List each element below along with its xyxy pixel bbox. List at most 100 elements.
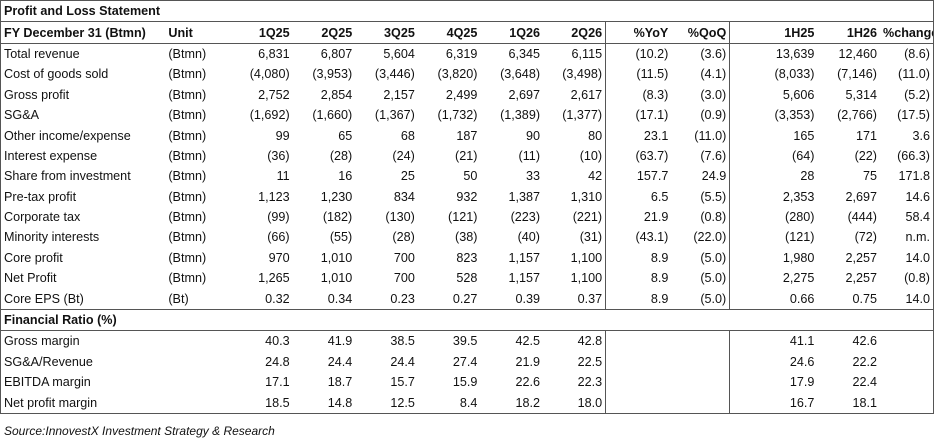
row-value: 932 [456,189,478,204]
row-value: 1,387 [508,189,541,204]
ratio-value: 18.5 [265,395,290,410]
row-value: 1,100 [570,271,603,286]
row-value: 2,257 [845,271,877,286]
row-value: (1,377) [562,108,603,123]
row-value: (11.0) [898,67,930,82]
table-title-row: Profit and Loss Statement [0,0,934,23]
row-value: 2,697 [845,189,877,204]
source-note: Source:InnovestX Investment Strategy & R… [4,424,275,438]
row-value: 0.23 [390,291,415,306]
row-value: 1,310 [570,189,603,204]
row-value: 5,604 [383,46,415,61]
row-value: 0.34 [327,291,353,306]
row-value: 75 [862,169,877,184]
ratio-value: 39.5 [452,334,478,349]
ratio-row: SG&A/Revenue 24.8 24.4 24.4 27.4 21.9 22.5 24.6… [1,351,934,373]
row-value: 157.7 [605,166,672,187]
row-value: 171 [855,128,877,143]
row-value: (10) [579,148,603,163]
row-value: 700 [393,250,415,265]
ratio-unit-empty [165,331,230,352]
header-label: FY December 31 (Btmn) [0,21,166,44]
ratio-value: 22.6 [515,375,541,390]
ratio-value: 21.9 [515,354,541,369]
header-col: 3Q25 [355,21,418,44]
row-unit: (Btmn) [168,108,207,123]
ratio-value: 16.7 [729,392,818,414]
header-col: 4Q25 [417,21,481,44]
header-col: 1Q25 [230,21,293,44]
row-value: (43.1) [605,227,672,248]
row-label: Gross profit [4,87,70,102]
table-row: Pre-tax profit (Btmn) 1,123 1,230 834 932 1,38… [1,186,934,207]
table-row: Cost of goods sold (Btmn) (4,080) (3,953) (3… [1,64,934,85]
ratio-row: EBITDA margin 17.1 18.7 15.7 15.9 22.6 22.3 17.… [1,372,934,393]
row-value: 6,115 [571,46,603,61]
row-value: (8.6) [904,46,930,61]
table-row: Core profit (Btmn) 970 1,010 700 823 1,157 1,10… [1,247,934,269]
ratio-value: 22.3 [577,375,603,390]
row-unit: (Btmn) [168,230,207,245]
row-value: 6,831 [258,46,290,61]
row-label: Pre-tax profit [4,189,77,204]
ratio-label: SG&A/Revenue [4,354,93,369]
row-value: 0.66 [729,288,818,310]
row-value: (21) [455,148,478,163]
row-value: 1,100 [570,250,603,265]
row-label: Minority interests [4,230,100,245]
ratio-value: 18.2 [515,395,541,410]
row-label: Other income/expense [4,128,131,143]
row-value: (3.6) [700,46,727,61]
row-value: (24) [392,148,415,163]
row-unit: (Bt) [168,291,189,306]
row-value: 14.6 [905,189,930,204]
header-col: 1H26 [817,21,880,44]
row-label: Corporate tax [4,210,81,225]
row-value: 42 [588,169,603,184]
row-value: 6,807 [320,46,353,61]
row-value: 13,639 [729,43,818,65]
row-unit: (Btmn) [168,46,207,61]
row-value: 2,697 [508,87,541,102]
row-value: (1,389) [500,108,541,123]
row-value: (0.8) [700,210,727,225]
row-label: Cost of goods sold [4,67,109,82]
ratio-value: 41.1 [729,330,818,352]
ratio-value: 41.9 [327,334,353,349]
row-value: (17.5) [897,108,930,123]
row-value: (3,446) [374,67,415,82]
row-value: 187 [456,128,478,143]
ratio-value [880,352,934,372]
row-value: (2,766) [837,108,877,123]
ratio-value: 8.4 [459,395,478,410]
ratio-value: 22.5 [577,354,603,369]
row-value: (7,146) [837,67,877,82]
row-value: 2,752 [258,87,290,102]
row-value: 834 [393,189,415,204]
row-value: (66) [267,230,290,245]
row-value: 14.0 [905,250,930,265]
row-value: 1,230 [320,189,353,204]
ratio-label: Gross margin [4,334,80,349]
row-value: 12,460 [838,46,877,61]
row-value: (31) [579,230,603,245]
row-value: 5,314 [845,87,877,102]
header-unit: Unit [165,21,231,44]
row-value: 6,319 [445,46,478,61]
row-value: (28) [329,148,353,163]
row-value: 28 [729,166,818,187]
ratio-value: 27.4 [452,354,478,369]
row-value: 33 [526,169,541,184]
row-value: 165 [729,125,818,146]
table-title: Profit and Loss Statement [0,0,934,23]
row-value: (1,660) [312,108,353,123]
row-value: 1,157 [508,271,541,286]
row-value: (38) [455,230,478,245]
row-value: 2,275 [729,268,818,289]
ratio-value [605,330,672,352]
row-value: (72) [854,230,877,245]
ratio-value [605,351,672,373]
row-unit: (Btmn) [168,210,207,225]
row-value: (280) [729,206,818,228]
header-col: %QoQ [671,21,730,44]
